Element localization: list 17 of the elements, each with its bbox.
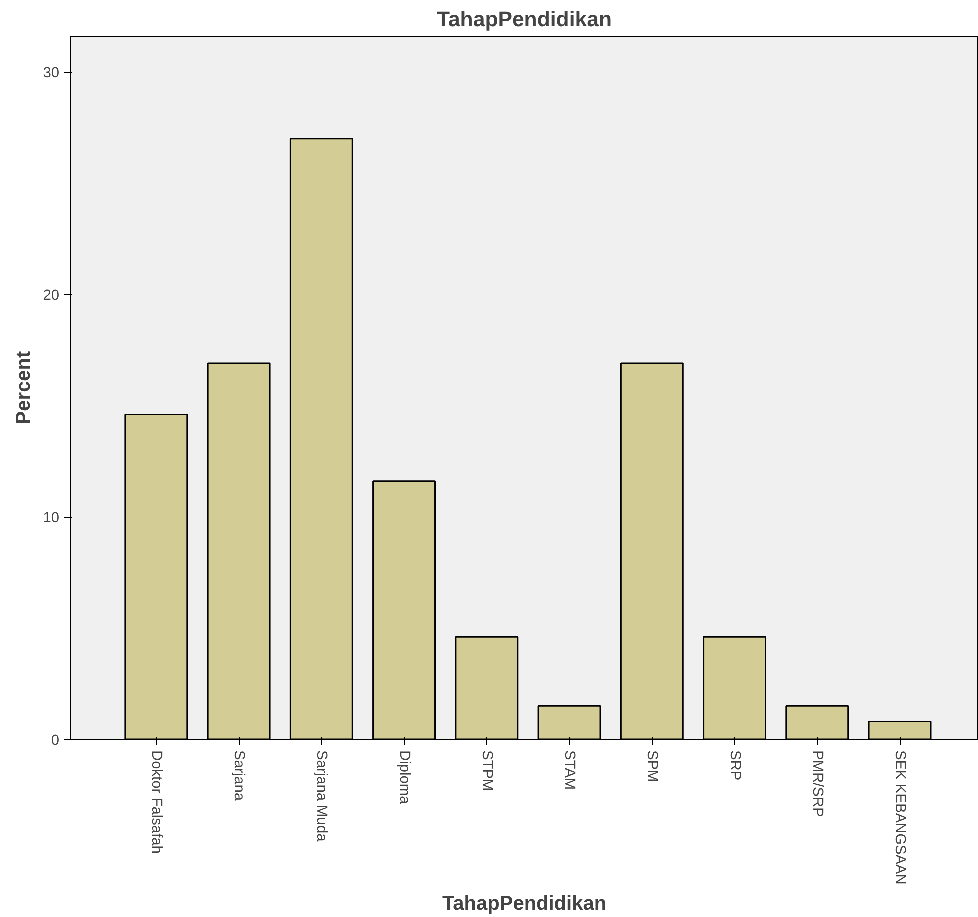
x-tick-label: SEK KEBANGSAAN	[892, 750, 908, 885]
x-tick-label: STAM	[562, 750, 578, 790]
x-tick-label: Doktor Falsafah	[148, 750, 164, 854]
y-tick-label: 10	[43, 510, 60, 527]
x-tick-label: SRP	[726, 750, 743, 781]
x-tick-label: SPM	[644, 750, 660, 782]
x-tick-label: Diploma	[396, 750, 412, 806]
x-tick-label: Sarjana	[231, 750, 248, 802]
x-tick-label: PMR/SRP	[809, 750, 826, 818]
y-tick-label: 20	[43, 288, 60, 304]
x-axis-title: TahapPendidikan	[442, 892, 607, 915]
y-tick-label: 0	[51, 733, 60, 749]
x-tick-label: Sarjana Muda	[314, 750, 330, 843]
y-axis-title: Percent	[13, 350, 36, 425]
y-tick-label: 30	[43, 66, 60, 82]
chart-title: TahapPendidikan	[437, 8, 612, 32]
x-tick-label: STPM	[478, 750, 495, 792]
